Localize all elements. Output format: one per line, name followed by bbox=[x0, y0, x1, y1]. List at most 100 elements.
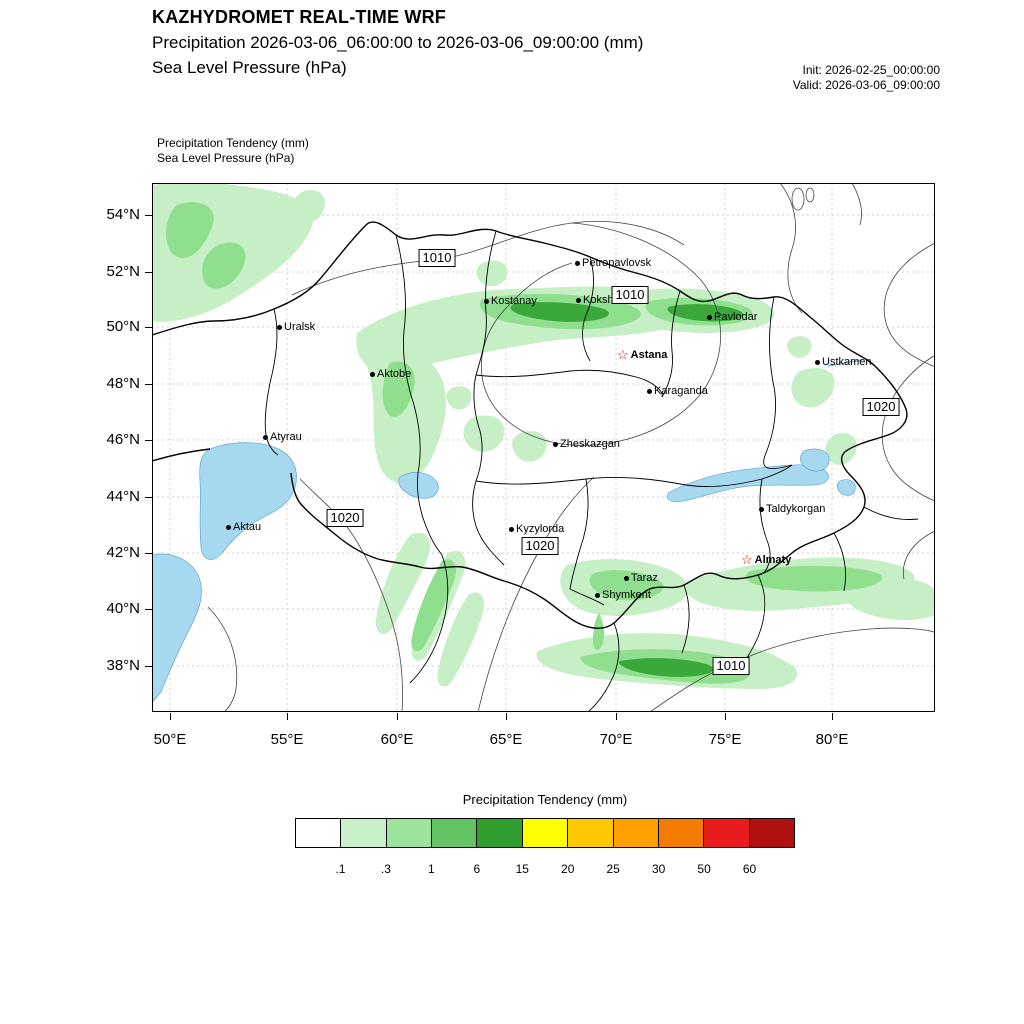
page-title: KAZHYDROMET REAL-TIME WRF bbox=[152, 7, 446, 27]
city-dot-icon bbox=[576, 297, 581, 303]
lat-tick bbox=[145, 553, 152, 554]
map-graphics bbox=[152, 183, 935, 712]
lat-label-42n: 42°N bbox=[106, 544, 140, 561]
city-dot-icon bbox=[707, 314, 712, 320]
pressure-isolines bbox=[207, 183, 935, 712]
city-marker-atyrau: Atyrau bbox=[263, 431, 302, 443]
legend-precip-tendency: Precipitation Tendency (mm) bbox=[157, 136, 309, 150]
capital-star-icon: ☆ bbox=[741, 552, 753, 567]
lon-label-75e: 75°E bbox=[708, 731, 742, 748]
lon-tick bbox=[616, 713, 617, 720]
colorbar-tick-label: .3 bbox=[380, 862, 391, 876]
lon-label-70e: 70°E bbox=[599, 731, 633, 748]
city-marker-aktobe: Aktobe bbox=[370, 368, 411, 380]
city-marker-almaty: ☆ Almaty bbox=[741, 552, 792, 567]
city-dot-icon bbox=[370, 371, 375, 377]
colorbar-cell bbox=[521, 818, 569, 848]
caspian-sea-north bbox=[199, 442, 297, 560]
lat-tick bbox=[145, 272, 152, 273]
city-dot-icon bbox=[553, 441, 558, 447]
colorbar-cell bbox=[748, 818, 795, 848]
lat-tick bbox=[145, 215, 152, 216]
city-marker-astana: ☆ Astana bbox=[617, 347, 668, 362]
map-frame bbox=[152, 183, 935, 712]
lat-label-50n: 50°N bbox=[106, 318, 140, 335]
lat-label-54n: 54°N bbox=[106, 206, 140, 223]
colorbar-tick-label: 25 bbox=[606, 862, 620, 876]
city-marker-petropavlovsk: Petropavlovsk bbox=[575, 257, 651, 269]
lat-label-52n: 52°N bbox=[106, 263, 140, 280]
city-dot-icon bbox=[575, 260, 580, 266]
colorbar-title: Precipitation Tendency (mm) bbox=[462, 792, 628, 807]
colorbar-cell bbox=[340, 818, 387, 848]
precip-shading-dark bbox=[510, 302, 744, 677]
country-border bbox=[152, 221, 908, 629]
init-timestamp: Init: 2026-02-25_00:00:00 bbox=[802, 63, 940, 77]
city-dot-icon bbox=[484, 298, 489, 304]
legend-sea-level-pressure: Sea Level Pressure (hPa) bbox=[157, 151, 295, 165]
valid-timestamp: Valid: 2026-03-06_09:00:00 bbox=[792, 78, 940, 92]
city-marker-ustkamen: Ustkamen bbox=[815, 356, 872, 368]
lat-tick bbox=[145, 666, 152, 667]
colorbar-cell bbox=[703, 818, 750, 848]
lake-alakol bbox=[836, 479, 856, 496]
city-dot-icon bbox=[815, 359, 820, 365]
city-dot-icon bbox=[226, 524, 231, 530]
capital-star-icon: ☆ bbox=[617, 347, 629, 362]
lon-tick bbox=[170, 713, 171, 720]
lat-label-38n: 38°N bbox=[106, 657, 140, 674]
pressure-label: 1020 bbox=[326, 509, 364, 527]
colorbar-tick-label: 20 bbox=[561, 862, 575, 876]
irtysh-river bbox=[827, 359, 863, 367]
colorbar-cell bbox=[567, 818, 614, 848]
city-dot-icon bbox=[759, 506, 764, 512]
lon-tick bbox=[287, 713, 288, 720]
city-dot-icon bbox=[647, 388, 652, 394]
pressure-label: 1020 bbox=[862, 398, 900, 416]
colorbar-cell bbox=[431, 818, 478, 848]
colorbar-cell bbox=[295, 818, 342, 848]
lat-tick bbox=[145, 384, 152, 385]
pressure-label: 1010 bbox=[611, 286, 649, 304]
lon-tick bbox=[725, 713, 726, 720]
lake-zaysan bbox=[800, 448, 830, 472]
city-marker-shymkent: Shymkent bbox=[595, 589, 651, 601]
lon-label-60e: 60°E bbox=[380, 731, 414, 748]
colorbar-tick-label: 6 bbox=[473, 862, 481, 876]
lat-label-48n: 48°N bbox=[106, 375, 140, 392]
lat-tick bbox=[145, 497, 152, 498]
city-marker-aktau: Aktau bbox=[226, 521, 261, 533]
caspian-sea-south bbox=[152, 553, 202, 704]
city-marker-pavlodar: Pavlodar bbox=[707, 311, 757, 323]
colorbar-tick-label: 30 bbox=[651, 862, 666, 876]
colorbar-tick-label: 60 bbox=[742, 862, 757, 876]
city-dot-icon bbox=[263, 434, 268, 440]
city-marker-zheskazgan: Zheskazgan bbox=[553, 438, 620, 450]
lat-tick bbox=[145, 327, 152, 328]
lat-tick bbox=[145, 609, 152, 610]
city-marker-uralsk: Uralsk bbox=[277, 321, 315, 333]
pressure-label: 1020 bbox=[521, 537, 559, 555]
city-dot-icon bbox=[624, 575, 629, 581]
lon-tick bbox=[397, 713, 398, 720]
colorbar-ticks: .1 .3 1 6 15 20 25 30 50 60 bbox=[295, 862, 795, 878]
colorbar-tick-label: 15 bbox=[515, 862, 529, 876]
lat-label-46n: 46°N bbox=[106, 431, 140, 448]
precipitation-subtitle: Precipitation 2026-03-06_06:00:00 to 202… bbox=[152, 33, 644, 52]
city-marker-karaganda: Karaganda bbox=[647, 385, 708, 397]
colorbar-tick-label: 1 bbox=[428, 862, 435, 876]
city-dot-icon bbox=[277, 324, 282, 330]
lon-tick bbox=[506, 713, 507, 720]
city-marker-kostanay: Kostanay bbox=[484, 295, 537, 307]
colorbar-cell bbox=[657, 818, 705, 848]
pressure-label: 1010 bbox=[712, 657, 750, 675]
colorbar-tick-label: .1 bbox=[335, 862, 346, 876]
colorbar-tick-label: 50 bbox=[697, 862, 711, 876]
pressure-subtitle: Sea Level Pressure (hPa) bbox=[152, 58, 347, 77]
map-canvas: 1010 1010 1020 1020 1020 1010 Uralsk Pet… bbox=[152, 183, 935, 712]
colorbar-cell bbox=[612, 818, 659, 848]
lat-tick bbox=[145, 440, 152, 441]
colorbar-segments bbox=[295, 818, 795, 848]
lon-tick bbox=[832, 713, 833, 720]
